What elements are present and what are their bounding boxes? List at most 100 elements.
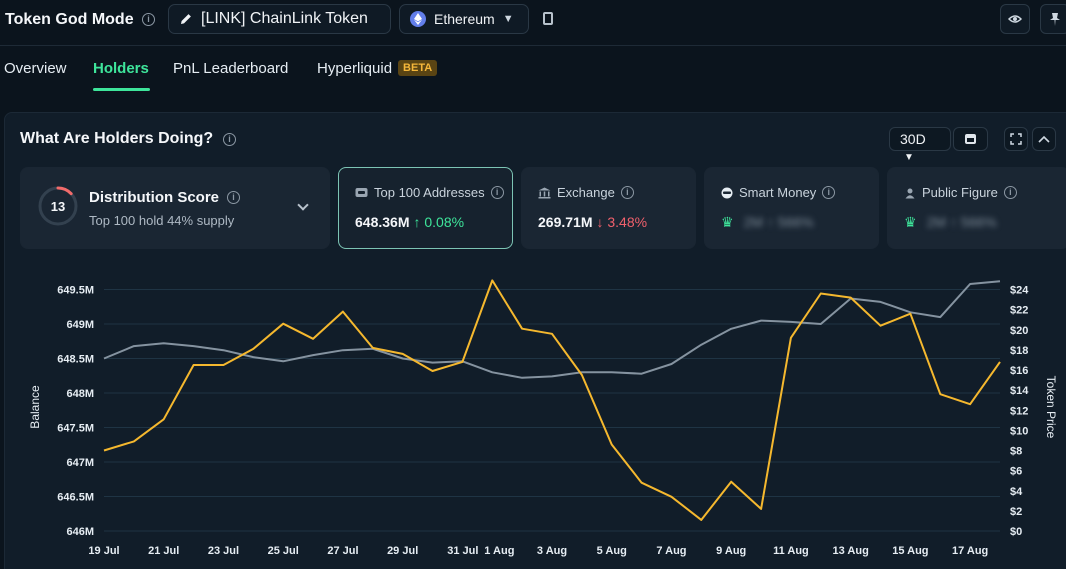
watch-button[interactable]: [1000, 4, 1030, 34]
expand-button[interactable]: [1004, 127, 1028, 151]
token-price-line[interactable]: [103, 279, 1001, 521]
x-tick-label: 1 Aug: [484, 545, 514, 557]
crown-icon: ♛: [904, 214, 917, 230]
smart-money-card[interactable]: Smart Money i ♛ 2M ↑ 566%: [704, 167, 879, 249]
distribution-score-card[interactable]: 13 Distribution Score i Top 100 hold 44%…: [20, 167, 330, 249]
x-tick-label: 9 Aug: [716, 545, 746, 557]
score-ring: [38, 186, 78, 226]
right-tick-label: $18: [1010, 345, 1028, 357]
info-icon[interactable]: i: [1003, 186, 1017, 199]
app-title: Token God Mode: [5, 11, 134, 28]
token-label: [LINK] ChainLink Token: [201, 10, 368, 27]
public-figure-icon: [905, 188, 915, 198]
exchange-value: 269.71M ↓ 3.48%: [538, 214, 647, 230]
public-figure-balance: 2M: [926, 214, 947, 230]
pin-icon: [1050, 13, 1060, 26]
x-tick-label: 7 Aug: [656, 545, 686, 557]
smart-money-balance: 2M: [743, 214, 764, 230]
caret-down-icon: ▼: [904, 152, 914, 163]
chevron-down-icon: ▼: [502, 13, 514, 25]
pin-button[interactable]: [1040, 4, 1066, 34]
top-100-label: Top 100 Addresses i: [355, 185, 504, 200]
exchange-label: Exchange i: [538, 185, 634, 200]
panel-title: What Are Holders Doing?: [20, 130, 214, 147]
chain-selector[interactable]: Ethereum ▼: [399, 4, 529, 34]
x-axis-ticks: 19 Jul 21 Jul 23 Jul 25 Jul 27 Jul 29 Jul 31 J…: [88, 545, 988, 557]
info-icon[interactable]: i: [620, 186, 634, 199]
top-100-label-text: Top 100 Addresses: [374, 185, 485, 200]
top-100-change: ↑ 0.08%: [413, 214, 465, 230]
chain-label: Ethereum: [434, 11, 495, 27]
top-bar: [0, 0, 1066, 46]
period-dropdown[interactable]: 30D ▼: [889, 127, 951, 163]
chart-series: [103, 279, 1001, 521]
distribution-score-value: 13: [50, 199, 66, 214]
left-tick-label: 648.5M: [57, 354, 94, 366]
collapse-button[interactable]: [1032, 127, 1056, 151]
holders-chart[interactable]: Balance Token Price 649.5M 649M 648.5M 648M…: [0, 260, 1066, 569]
distribution-subtitle: Top 100 hold 44% supply: [89, 213, 235, 228]
distribution-title: Distribution Score i: [89, 189, 241, 206]
chart-grid: [104, 289, 1000, 532]
token-selector[interactable]: [LINK] ChainLink Token: [168, 4, 391, 34]
calendar-button[interactable]: [953, 127, 988, 151]
tab-hyperliquid[interactable]: Hyperliquid BETA: [317, 60, 438, 77]
tab-bar: Overview Holders PnL Leaderboard Hyperli…: [0, 46, 1066, 92]
beta-badge: BETA: [398, 60, 438, 76]
exchange-change: ↓ 3.48%: [596, 214, 648, 230]
info-icon[interactable]: i: [490, 186, 504, 199]
info-icon[interactable]: i: [822, 186, 836, 199]
exchange-label-text: Exchange: [557, 185, 615, 200]
right-axis-ticks: $24 $22 $20 $18 $16 $14 $12 $10 $8 $6 $4 $2 $0: [1010, 285, 1029, 539]
crown-icon: ♛: [721, 214, 734, 230]
right-tick-label: $10: [1010, 425, 1028, 437]
tab-overview[interactable]: Overview: [4, 60, 67, 77]
x-tick-label: 23 Jul: [208, 545, 239, 557]
x-tick-label: 15 Aug: [892, 545, 928, 557]
expand-icon: [1010, 133, 1022, 145]
top-100-card[interactable]: Top 100 Addresses i 648.36M ↑ 0.08%: [338, 167, 513, 249]
left-tick-label: 647M: [66, 457, 94, 469]
copy-icon[interactable]: [543, 12, 553, 25]
top-100-balance: 648.36M: [355, 214, 410, 230]
chevron-down-icon[interactable]: [297, 199, 309, 211]
right-tick-label: $0: [1010, 526, 1022, 538]
public-figure-card[interactable]: Public Figure i ♛ 2M ↑ 566%: [887, 167, 1066, 249]
chevron-up-icon: [1038, 135, 1050, 143]
right-axis-title: Token Price: [1044, 376, 1058, 439]
distribution-title-text: Distribution Score: [89, 189, 220, 206]
smart-money-label-text: Smart Money: [739, 185, 817, 200]
left-axis-ticks: 649.5M 649M 648.5M 648M 647.5M 647M 646.5M 646M: [57, 285, 94, 539]
x-tick-label: 11 Aug: [773, 545, 809, 557]
right-tick-label: $22: [1010, 305, 1028, 317]
x-tick-label: 5 Aug: [597, 545, 627, 557]
public-figure-label: Public Figure i: [904, 185, 1017, 200]
right-tick-label: $12: [1010, 405, 1028, 417]
tab-hyperliquid-label: Hyperliquid: [317, 60, 393, 77]
info-icon[interactable]: i: [223, 133, 236, 146]
x-tick-label: 29 Jul: [387, 545, 418, 557]
tab-pnl-leaderboard[interactable]: PnL Leaderboard: [173, 60, 289, 77]
x-tick-label: 21 Jul: [148, 545, 179, 557]
right-tick-label: $4: [1010, 486, 1023, 498]
tab-holders[interactable]: Holders: [93, 60, 149, 77]
right-tick-label: $14: [1010, 385, 1029, 397]
x-tick-label: 13 Aug: [833, 545, 869, 557]
x-tick-label: 27 Jul: [327, 545, 358, 557]
exchange-change-value: 3.48%: [607, 214, 648, 230]
right-tick-label: $16: [1010, 365, 1028, 377]
exchange-balance: 269.71M: [538, 214, 593, 230]
smart-money-change: ↑ 566%: [766, 214, 814, 230]
balance-line[interactable]: [103, 280, 1001, 379]
top-100-value: 648.36M ↑ 0.08%: [355, 214, 464, 230]
right-tick-label: $24: [1010, 285, 1029, 297]
public-figure-label-text: Public Figure: [922, 185, 998, 200]
info-icon[interactable]: i: [142, 13, 155, 26]
exchange-card[interactable]: Exchange i 269.71M ↓ 3.48%: [521, 167, 696, 249]
left-tick-label: 649.5M: [57, 285, 94, 297]
info-icon[interactable]: i: [227, 191, 241, 204]
left-axis-title: Balance: [28, 385, 42, 429]
x-tick-label: 25 Jul: [268, 545, 299, 557]
right-tick-label: $8: [1010, 446, 1022, 458]
bank-icon: [538, 187, 551, 198]
